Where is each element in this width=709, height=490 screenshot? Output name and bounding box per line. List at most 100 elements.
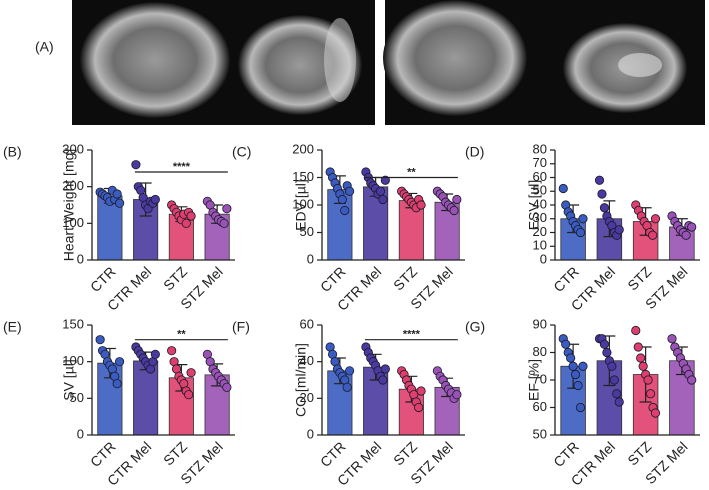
data-point (344, 186, 355, 196)
y-tick-label: 80 (533, 344, 547, 359)
data-point (380, 364, 390, 374)
y-tick-label: 20 (300, 390, 314, 405)
x-tick-label: CTR (317, 263, 349, 295)
y-tick-label: 0 (307, 426, 314, 441)
y-tick-label: 200 (292, 141, 314, 156)
data-point (344, 366, 355, 376)
data-point (342, 382, 352, 392)
data-point (375, 186, 386, 196)
y-tick-label: 100 (62, 353, 84, 368)
data-point (687, 375, 697, 385)
y-tick-label: 0 (307, 251, 314, 266)
y-tick-label: 40 (533, 196, 547, 211)
y-tick-label: 60 (300, 316, 314, 331)
panel-label: (B) (3, 144, 22, 160)
data-point (636, 353, 646, 363)
y-tick-label: 50 (533, 426, 547, 441)
x-tick-label: CTR (87, 263, 119, 295)
y-tick-label: 100 (62, 215, 84, 230)
data-point (378, 194, 388, 205)
data-point (150, 194, 160, 205)
y-tick-label: 150 (292, 169, 314, 184)
bar (133, 360, 159, 436)
data-point (95, 335, 105, 345)
mri-images (72, 0, 705, 125)
panel-label: (D) (465, 144, 484, 160)
data-point (150, 349, 160, 359)
data-point (416, 386, 426, 396)
y-tick-label: 20 (533, 224, 547, 239)
data-point (597, 189, 607, 199)
y-tick-label: 70 (533, 155, 547, 170)
data-point (573, 380, 583, 391)
data-point (648, 230, 658, 240)
data-point (570, 369, 581, 380)
x-tick-label: CTR (87, 438, 119, 470)
y-tick-label: 50 (70, 390, 84, 405)
image-region (618, 53, 662, 77)
data-point (614, 225, 624, 235)
data-point (558, 183, 568, 194)
data-point (340, 205, 350, 216)
x-tick-label: STZ (160, 263, 190, 293)
y-axis-label: ESV [ul] (526, 180, 542, 231)
x-tick-label: STZ (624, 438, 654, 468)
image-region (383, 0, 527, 116)
data-point (414, 402, 424, 413)
data-point (449, 205, 459, 216)
data-point (612, 389, 622, 399)
significance-label: ** (407, 166, 416, 178)
data-point (578, 361, 588, 371)
data-point (112, 379, 122, 389)
y-tick-label: 0 (77, 426, 84, 441)
data-point (186, 211, 196, 221)
x-tick-label: STZ (624, 263, 654, 293)
x-tick-label: STZ (390, 263, 420, 293)
data-point (575, 227, 586, 238)
y-tick-label: 90 (533, 316, 547, 331)
y-tick-label: 40 (300, 353, 314, 368)
data-point (337, 194, 347, 205)
y-tick-label: 300 (62, 141, 84, 156)
image-region (80, 2, 230, 118)
data-point (181, 218, 191, 228)
data-point (607, 361, 617, 371)
x-tick-label: CTR (317, 438, 349, 470)
panel-label: (F) (232, 319, 250, 335)
y-tick-label: 0 (540, 251, 547, 266)
data-point (643, 375, 653, 385)
data-point (650, 408, 661, 418)
data-point (631, 325, 641, 336)
image-region (324, 18, 356, 102)
y-tick-label: 50 (300, 224, 314, 239)
data-point (609, 375, 619, 385)
data-point (650, 214, 661, 224)
data-point (222, 204, 232, 214)
y-tick-label: 60 (533, 399, 547, 414)
data-point (681, 230, 691, 240)
data-point (167, 346, 177, 356)
y-tick-label: 150 (62, 316, 84, 331)
panel-label: (E) (3, 319, 22, 335)
panel-label: (A) (35, 39, 54, 55)
data-point (131, 160, 141, 170)
data-point (614, 397, 624, 407)
data-point (599, 203, 610, 213)
y-axis-label: CO [ml/min] (293, 343, 309, 417)
data-point (561, 339, 571, 349)
x-tick-label: CTR (550, 438, 582, 470)
data-point (645, 389, 656, 399)
data-point (380, 175, 390, 185)
bar (632, 221, 659, 261)
data-point (112, 189, 122, 199)
data-point (452, 390, 462, 400)
y-axis-label: SV [µl] (61, 359, 77, 401)
y-tick-label: 60 (533, 169, 547, 184)
